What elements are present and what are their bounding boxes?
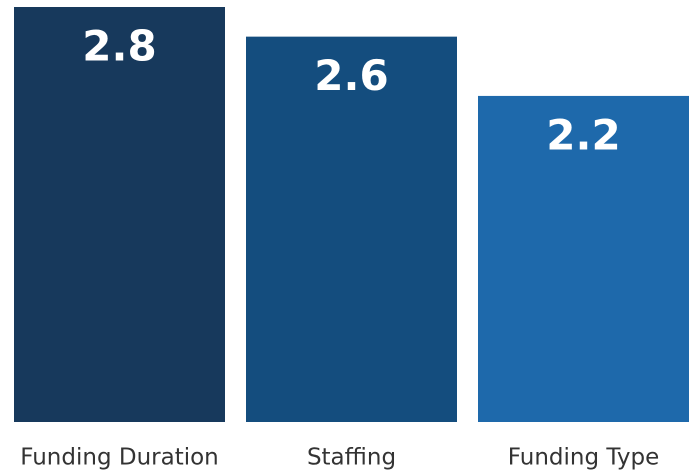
x-tick-label: Staffing <box>307 445 396 471</box>
value-label: 2.2 <box>546 110 620 159</box>
bar <box>478 95 689 422</box>
value-label: 2.8 <box>82 22 156 71</box>
bar <box>246 36 457 423</box>
value-label: 2.6 <box>314 51 388 100</box>
x-tick-label: Funding Duration <box>20 445 219 471</box>
x-tick-label: Funding Type <box>508 445 659 471</box>
bar <box>14 7 225 422</box>
